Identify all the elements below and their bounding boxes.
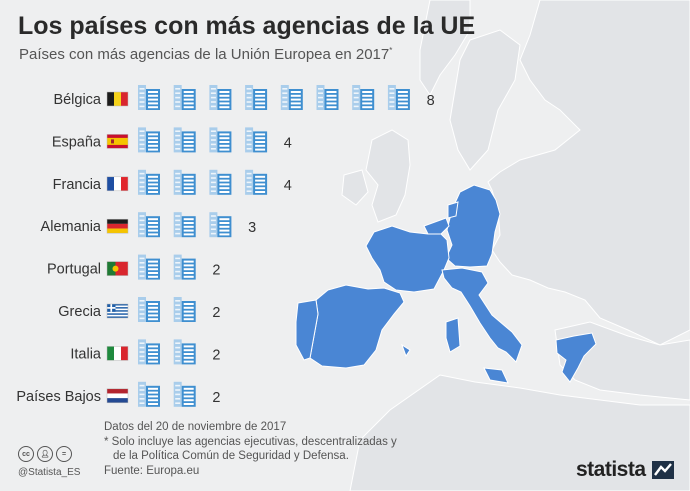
building-icon: [173, 297, 196, 322]
value-label: 4: [284, 178, 292, 194]
category-label: Alemania: [41, 219, 102, 235]
chart-row: Francia 4: [53, 169, 292, 195]
footer-note-line1: * Solo incluye las agencias ejecutivas, …: [104, 435, 397, 448]
page-title: Los países con más agencias de la UE: [18, 12, 476, 40]
statista-mark-icon: [651, 461, 674, 479]
category-label: Bélgica: [53, 92, 101, 108]
building-icon: [209, 169, 232, 195]
value-label: 3: [248, 220, 256, 236]
building-icon: [138, 297, 160, 322]
building-icon: [245, 85, 268, 110]
building-icon: [173, 85, 196, 110]
building-icon: [245, 127, 268, 153]
chart-row: Bélgica 8: [53, 85, 435, 110]
portugal-flag-icon: [106, 261, 129, 276]
building-icon: [138, 85, 160, 110]
footer-source: Fuente: Europa.eu: [104, 464, 200, 477]
spain-flag-icon: [106, 134, 129, 149]
building-icon: [245, 169, 268, 195]
france-flag-icon: [106, 176, 129, 192]
germany-flag-icon: [106, 218, 129, 234]
building-icon: [138, 254, 160, 280]
greece-flag-icon: [106, 303, 129, 319]
chart-row: Alemania 3: [41, 212, 256, 238]
category-label: Grecia: [58, 304, 102, 320]
building-icon: [138, 381, 160, 407]
by-icon[interactable]: 👤︎: [37, 446, 53, 462]
building-icon: [138, 127, 160, 153]
building-icon: [316, 85, 339, 110]
italy-flag-icon: [106, 346, 129, 361]
netherlands-flag-icon: [106, 388, 129, 404]
page-subtitle: Países con más agencias de la Unión Euro…: [19, 46, 392, 63]
cc-icon[interactable]: cc: [18, 446, 34, 462]
building-icon: [209, 127, 232, 153]
chart-row: Países Bajos 2: [16, 381, 220, 407]
footer-date: Datos del 20 de noviembre de 2017: [104, 421, 287, 433]
value-label: 4: [284, 135, 292, 151]
category-label: Francia: [53, 177, 102, 193]
category-label: Portugal: [47, 262, 101, 278]
license-icons: cc 👤︎ =: [18, 446, 72, 462]
statista-logo[interactable]: statista: [576, 458, 674, 482]
building-icon: [209, 212, 232, 238]
subtitle-footnote-mark: *: [389, 46, 393, 55]
brand-name: statista: [576, 458, 646, 481]
building-icon: [138, 212, 160, 238]
value-label: 2: [212, 263, 220, 279]
building-icon: [173, 212, 196, 238]
building-icon: [173, 169, 196, 195]
chart-row: Portugal 2: [47, 254, 220, 280]
value-label: 2: [212, 347, 220, 363]
building-icon: [280, 85, 303, 110]
value-label: 2: [212, 305, 220, 321]
building-icon: [173, 254, 196, 280]
nd-icon[interactable]: =: [56, 446, 72, 462]
subtitle-text: Países con más agencias de la Unión Euro…: [19, 46, 390, 63]
building-icon: [352, 85, 375, 110]
building-icon: [173, 381, 196, 407]
category-label: Italia: [70, 346, 102, 362]
building-icon: [138, 169, 160, 195]
footer-note-line2: de la Política Común de Seguridad y Defe…: [113, 450, 349, 462]
building-icon: [173, 127, 196, 153]
twitter-handle[interactable]: @Statista_ES: [18, 467, 81, 478]
building-icon: [173, 339, 196, 365]
value-label: 2: [212, 390, 220, 406]
category-label: Países Bajos: [16, 389, 101, 405]
building-icon: [138, 339, 160, 365]
value-label: 8: [427, 93, 435, 109]
chart-row: Grecia 2: [58, 297, 220, 322]
chart-row: Italia 2: [70, 339, 220, 365]
belgium-flag-icon: [106, 91, 129, 107]
building-icon: [209, 85, 232, 110]
building-icon: [387, 85, 410, 110]
chart-footer: Datos del 20 de noviembre de 2017 * Solo…: [104, 420, 397, 478]
chart-row: España 4: [52, 127, 292, 153]
category-label: España: [52, 134, 102, 150]
